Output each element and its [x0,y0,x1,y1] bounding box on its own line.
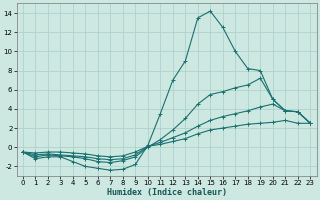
X-axis label: Humidex (Indice chaleur): Humidex (Indice chaleur) [107,188,227,197]
